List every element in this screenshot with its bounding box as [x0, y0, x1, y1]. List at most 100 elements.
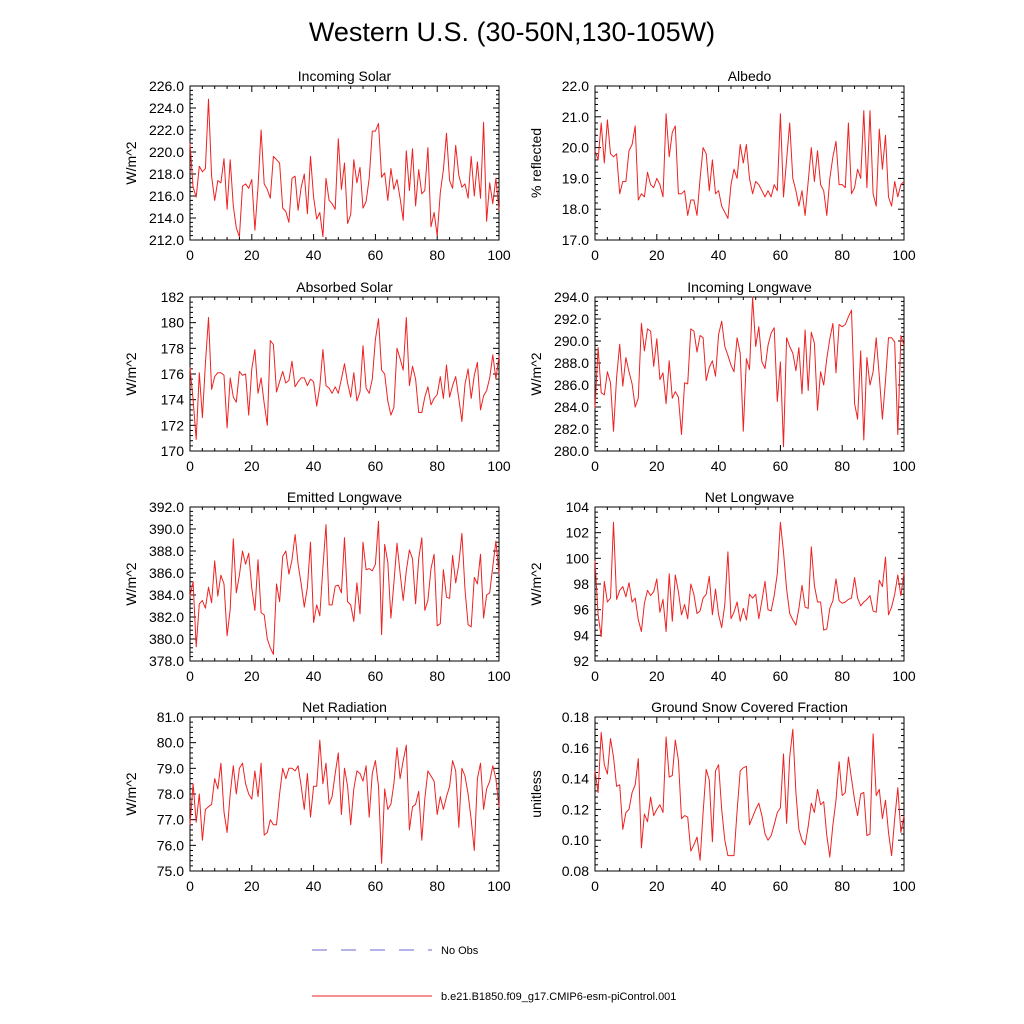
y-tick-label: 79.0: [157, 760, 184, 776]
x-tick-label: 40: [306, 668, 322, 684]
x-tick-label: 0: [591, 247, 599, 263]
panel-title: Ground Snow Covered Fraction: [651, 699, 848, 715]
x-tick-label: 40: [306, 458, 322, 474]
x-tick-label: 20: [649, 247, 665, 263]
panel-title: Albedo: [728, 68, 772, 84]
y-tick-label: 382.0: [149, 609, 184, 625]
panel-title: Incoming Solar: [298, 68, 392, 84]
panel-incoming-solar: Incoming Solar W/m^2 212.0 214.0 216.0 218.0 2…: [123, 68, 511, 263]
x-tick-label: 100: [892, 458, 916, 474]
series-line-net-radiation: [189, 739, 500, 864]
x-tick-label: 80: [834, 878, 850, 894]
y-tick-label: 292.0: [554, 311, 589, 327]
y-tick-label: 76.0: [157, 837, 184, 853]
y-tick-label: 0.12: [562, 801, 589, 817]
y-tick-label: 94: [573, 627, 589, 643]
panel-emitted-longwave: Emitted Longwave W/m^2 378.0 380.0 382.0 384.…: [123, 489, 511, 684]
x-tick-label: 40: [306, 247, 322, 263]
y-tick-label: 17.0: [562, 232, 589, 248]
x-tick-label: 100: [487, 668, 511, 684]
x-tick-label: 80: [429, 878, 445, 894]
x-tick-label: 80: [834, 247, 850, 263]
y-tick-label: 102: [566, 525, 590, 541]
panel-incoming-longwave: Incoming Longwave W/m^2 280.0 282.0 284.0 286…: [528, 279, 916, 474]
x-tick-label: 80: [429, 458, 445, 474]
plot-frame: [189, 506, 500, 662]
x-tick-label: 80: [429, 668, 445, 684]
x-tick-label: 100: [487, 247, 511, 263]
x-tick-label: 40: [711, 878, 727, 894]
y-tick-label: 81.0: [157, 709, 184, 725]
panel-title: Absorbed Solar: [296, 279, 393, 295]
x-tick-label: 60: [368, 878, 384, 894]
y-tick-label: 75.0: [157, 863, 184, 879]
x-tick-label: 60: [368, 247, 384, 263]
series-line-emitted-longwave: [189, 520, 500, 655]
y-tick-label: 0.08: [562, 863, 589, 879]
y-tick-label: 286.0: [554, 377, 589, 393]
x-tick-label: 40: [306, 878, 322, 894]
plot-frame: [594, 296, 905, 452]
series-line-ground-snow-covered-fraction: [594, 728, 905, 861]
y-tick-label: 80.0: [157, 735, 184, 751]
x-tick-label: 100: [892, 668, 916, 684]
y-tick-label: 176: [161, 366, 185, 382]
x-tick-label: 20: [649, 878, 665, 894]
y-tick-label: 100: [566, 550, 590, 566]
y-tick-label: 294.0: [554, 289, 589, 305]
x-tick-label: 20: [244, 878, 260, 894]
x-tick-label: 0: [186, 458, 194, 474]
x-tick-label: 80: [429, 247, 445, 263]
y-tick-label: 214.0: [149, 210, 184, 226]
x-tick-label: 20: [244, 668, 260, 684]
y-tick-label: 19.0: [562, 170, 589, 186]
y-tick-label: 216.0: [149, 188, 184, 204]
y-tick-label: 96: [573, 602, 589, 618]
y-tick-label: 390.0: [149, 521, 184, 537]
x-tick-label: 40: [711, 247, 727, 263]
panel-net-radiation: Net Radiation W/m^2 75.0 76.0 77.0 78.0 79.0 80…: [123, 699, 511, 894]
panel-albedo: Albedo % reflected 17.0 18.0 19.0 20.0 21.0 22.…: [528, 68, 916, 263]
y-tick-label: 284.0: [554, 399, 589, 415]
y-tick-label: 386.0: [149, 565, 184, 581]
y-tick-label: 378.0: [149, 653, 184, 669]
y-axis-label: W/m^2: [528, 562, 544, 605]
x-tick-label: 60: [773, 247, 789, 263]
panel-title: Emitted Longwave: [287, 489, 402, 505]
y-tick-label: 78.0: [157, 786, 184, 802]
y-axis-label: W/m^2: [123, 772, 139, 815]
plot-frame: [189, 85, 500, 241]
panel-absorbed-solar: Absorbed Solar W/m^2 170 172 174 176 178 180 182…: [123, 279, 511, 474]
y-tick-label: 178: [161, 340, 185, 356]
y-axis-label: W/m^2: [123, 352, 139, 395]
panel-title: Net Radiation: [302, 699, 387, 715]
x-tick-label: 0: [186, 247, 194, 263]
y-tick-label: 392.0: [149, 499, 184, 515]
y-tick-label: 212.0: [149, 232, 184, 248]
series-line-incoming-longwave: [594, 296, 905, 448]
x-tick-label: 20: [244, 458, 260, 474]
x-tick-label: 20: [244, 247, 260, 263]
y-tick-label: 0.10: [562, 832, 589, 848]
plot-frame: [189, 296, 500, 452]
x-tick-label: 60: [368, 668, 384, 684]
y-tick-label: 170: [161, 443, 185, 459]
y-tick-label: 280.0: [554, 443, 589, 459]
y-tick-label: 282.0: [554, 421, 589, 437]
x-tick-label: 60: [773, 458, 789, 474]
x-tick-label: 0: [591, 458, 599, 474]
y-tick-label: 290.0: [554, 333, 589, 349]
y-tick-label: 226.0: [149, 78, 184, 94]
y-axis-label: W/m^2: [528, 352, 544, 395]
x-tick-label: 80: [834, 668, 850, 684]
y-tick-label: 384.0: [149, 587, 184, 603]
y-tick-label: 18.0: [562, 201, 589, 217]
x-tick-label: 100: [487, 878, 511, 894]
series-line-absorbed-solar: [189, 317, 500, 440]
y-axis-label: % reflected: [528, 128, 544, 198]
y-tick-label: 388.0: [149, 543, 184, 559]
x-tick-label: 20: [649, 668, 665, 684]
y-tick-label: 21.0: [562, 109, 589, 125]
x-tick-label: 100: [487, 458, 511, 474]
y-tick-label: 222.0: [149, 122, 184, 138]
